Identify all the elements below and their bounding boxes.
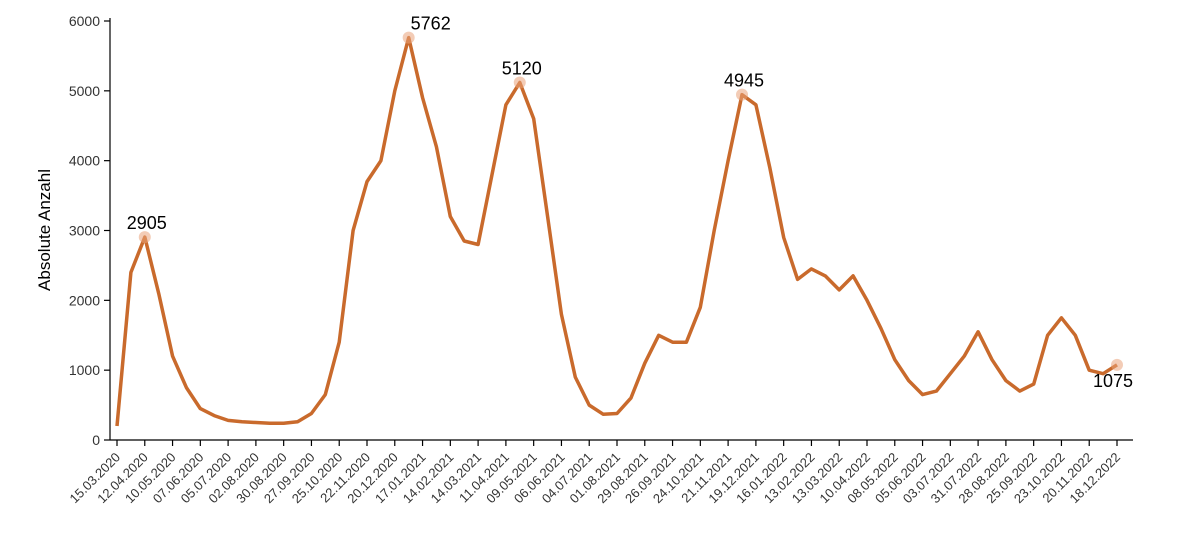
annotation: 5120 <box>502 58 542 78</box>
annotation: 4945 <box>724 71 764 91</box>
highlight-point <box>736 88 748 101</box>
y-axis-label: Absolute Anzahl <box>35 169 54 291</box>
y-tick-label: 5000 <box>69 83 100 99</box>
y-tick-label: 4000 <box>69 153 100 169</box>
highlight-point <box>1111 358 1123 371</box>
annotation: 5762 <box>411 14 451 34</box>
y-tick-label: 1000 <box>69 362 100 378</box>
y-tick-label: 3000 <box>69 223 100 239</box>
annotation: 2905 <box>127 213 167 233</box>
annotation: 1075 <box>1093 371 1133 391</box>
highlight-point <box>513 76 526 89</box>
y-tick-label: 6000 <box>69 13 100 29</box>
highlight-point <box>402 31 415 44</box>
y-tick-label: 0 <box>92 432 100 448</box>
line <box>115 35 1118 427</box>
highlight-point <box>138 231 151 244</box>
y-tick-label: 2000 <box>69 292 100 308</box>
